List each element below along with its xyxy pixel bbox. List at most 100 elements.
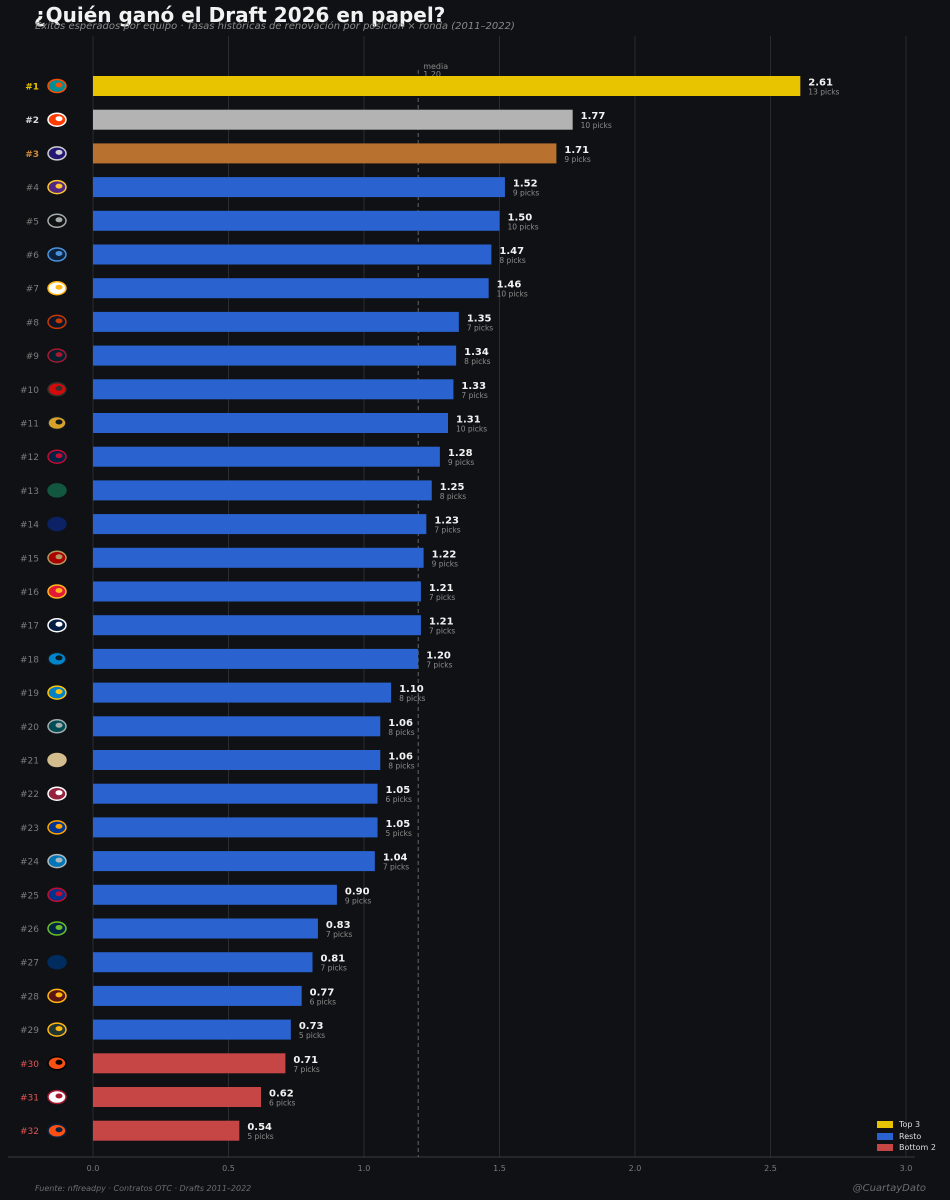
team-logo-saints xyxy=(47,752,67,768)
bar-bengals xyxy=(93,1053,286,1074)
x-tick-label: 1.0 xyxy=(358,1164,371,1173)
picks-label: 7 picks xyxy=(321,964,347,973)
chart-title: ¿Quién ganó el Draft 2026 en papel? xyxy=(34,3,446,27)
x-tick-label: 3.0 xyxy=(900,1164,913,1173)
rank-label: #6 xyxy=(26,251,40,261)
team-logo-chiefs xyxy=(47,584,67,599)
bar-rams xyxy=(93,817,378,838)
value-label: 0.71 xyxy=(293,1055,318,1066)
bar-jets xyxy=(93,480,432,501)
bar-patriots xyxy=(93,446,440,467)
picks-label: 10 picks xyxy=(581,121,612,130)
team-logo-jets xyxy=(47,483,67,498)
rank-label: #32 xyxy=(20,1127,39,1137)
bar-lions xyxy=(93,851,375,872)
value-label: 0.81 xyxy=(321,954,346,965)
author-handle: @CuartayDato xyxy=(852,1183,926,1194)
picks-label: 9 picks xyxy=(564,155,590,164)
bar-packers xyxy=(93,1019,291,1040)
team-logo-chargers xyxy=(47,685,67,700)
team-logo-titans xyxy=(47,247,67,262)
team-logo-patriots xyxy=(47,449,67,464)
picks-label: 6 picks xyxy=(269,1099,295,1108)
value-label: 1.21 xyxy=(429,617,454,628)
picks-label: 10 picks xyxy=(497,290,528,299)
legend-label-rest: Resto xyxy=(899,1131,922,1141)
rank-label: #29 xyxy=(20,1026,39,1036)
value-label: 1.31 xyxy=(456,415,481,426)
rank-label: #12 xyxy=(20,453,39,463)
bar-raiders xyxy=(93,210,500,231)
value-label: 1.47 xyxy=(499,246,524,257)
bar-49ers xyxy=(93,547,424,568)
rank-label: #23 xyxy=(20,824,39,834)
chart-subtitle: Éxitos esperados por equipo · Tasas hist… xyxy=(35,21,515,32)
value-label: 1.10 xyxy=(399,684,424,695)
bar-cardinals xyxy=(93,783,378,804)
team-logo-rams xyxy=(47,820,67,835)
picks-label: 7 picks xyxy=(293,1065,319,1074)
team-logo-eagles xyxy=(47,719,67,734)
picks-label: 7 picks xyxy=(383,863,409,872)
legend-swatch-rest xyxy=(877,1132,893,1140)
value-label: 1.28 xyxy=(448,448,473,459)
rank-label: #3 xyxy=(25,150,39,160)
team-logo-vikings xyxy=(47,179,67,195)
bar-chiefs xyxy=(93,581,421,602)
value-label: 1.52 xyxy=(513,179,538,190)
picks-label: 9 picks xyxy=(448,458,474,467)
picks-label: 9 picks xyxy=(513,189,539,198)
picks-label: 8 picks xyxy=(388,728,414,737)
picks-label: 10 picks xyxy=(456,425,487,434)
legend-item-bottom2: Bottom 2 xyxy=(877,1142,936,1153)
bar-eagles xyxy=(93,716,381,737)
value-label: 0.90 xyxy=(345,886,370,897)
legend-label-bottom2: Bottom 2 xyxy=(899,1143,936,1152)
rank-label: #7 xyxy=(26,285,39,295)
team-logo-buccaneers xyxy=(47,382,67,397)
legend-swatch-bottom2 xyxy=(877,1144,893,1151)
source-note: Fuente: nflreadpy · Contratos OTC · Draf… xyxy=(35,1184,252,1193)
x-tick-label: 0.5 xyxy=(222,1164,235,1173)
team-logo-steelers xyxy=(47,280,67,296)
picks-label: 9 picks xyxy=(432,559,458,568)
legend-item-top3: Top 3 xyxy=(877,1119,936,1130)
value-label: 2.61 xyxy=(808,78,833,89)
rank-label: #20 xyxy=(20,723,39,733)
rank-label: #22 xyxy=(20,790,39,800)
value-label: 1.77 xyxy=(581,111,606,122)
picks-label: 5 picks xyxy=(299,1031,325,1040)
rank-label: #9 xyxy=(26,352,40,362)
bar-buccaneers xyxy=(93,379,454,400)
value-label: 1.25 xyxy=(440,482,465,493)
team-logo-broncos xyxy=(47,1123,67,1138)
picks-label: 6 picks xyxy=(386,795,412,804)
picks-label: 8 picks xyxy=(399,694,425,703)
picks-label: 8 picks xyxy=(440,492,466,501)
picks-label: 13 picks xyxy=(808,88,839,97)
x-tick-label: 1.5 xyxy=(493,1164,506,1173)
value-label: 0.77 xyxy=(310,987,335,998)
value-label: 0.54 xyxy=(247,1122,272,1133)
team-logo-commanders xyxy=(47,988,67,1004)
team-logo-falcons xyxy=(47,1089,67,1105)
rank-label: #19 xyxy=(20,689,39,699)
rank-label: #1 xyxy=(25,83,39,93)
picks-label: 7 picks xyxy=(426,660,452,669)
bar-titans xyxy=(93,244,492,265)
team-logo-cardinals xyxy=(47,786,67,801)
team-logo-raiders xyxy=(47,213,67,229)
rank-label: #28 xyxy=(20,992,39,1002)
picks-label: 10 picks xyxy=(508,222,539,231)
value-label: 1.35 xyxy=(467,313,492,324)
team-logo-bengals xyxy=(47,1056,67,1071)
team-logo-bears xyxy=(47,314,67,330)
rank-label: #8 xyxy=(26,318,40,328)
bar-commanders xyxy=(93,985,302,1006)
team-logo-packers xyxy=(47,1022,67,1037)
value-label: 0.73 xyxy=(299,1021,324,1032)
rank-label: #18 xyxy=(20,655,39,665)
value-label: 0.83 xyxy=(326,920,351,931)
rank-label: #17 xyxy=(20,622,39,632)
value-label: 1.21 xyxy=(429,583,454,594)
